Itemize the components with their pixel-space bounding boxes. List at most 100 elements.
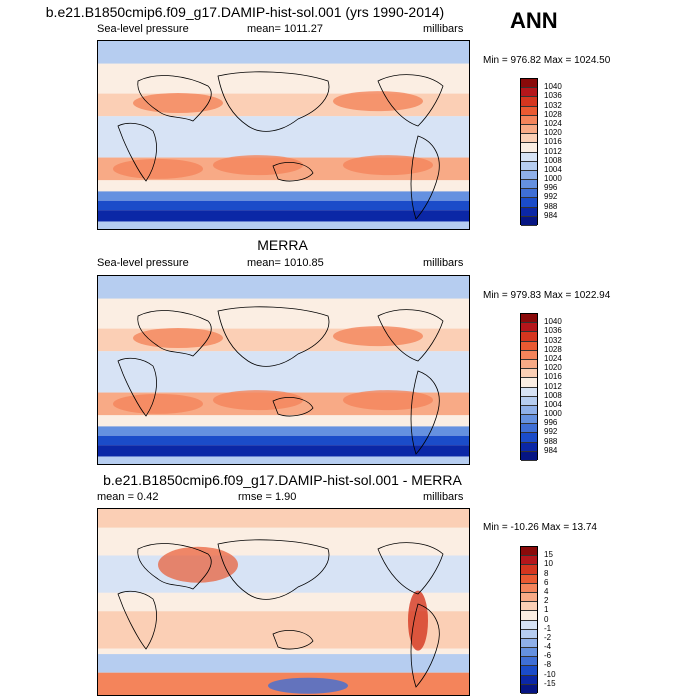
panel-3-minmax: Min = -10.26 Max = 13.74 [483,522,597,533]
colorbar-box [521,314,537,324]
colorbar-level-label: 1040 [544,82,562,92]
colorbar-box [521,152,537,162]
colorbar-box [521,556,537,566]
colorbar-level-label: 996 [544,183,558,193]
map-field [98,41,469,229]
panel-3-units-label: millibars [423,491,464,503]
map-field [98,509,469,695]
colorbar-level-label: -15 [544,678,556,688]
colorbar-level-label: -4 [544,642,552,652]
panel-2-units-label: millibars [423,257,464,269]
colorbar-level-label: 988 [544,436,558,446]
colorbar-level-label: 1040 [544,317,562,327]
colorbar-box [521,189,537,199]
panel-3-map [97,508,470,696]
colorbar-level-label: 1000 [544,174,562,184]
colorbar-box [521,180,537,190]
season-label: ANN [510,8,558,33]
colorbar-level-label: 8 [544,568,549,578]
colorbar-level-label: 984 [544,210,558,220]
map-field [98,276,469,464]
panel-2-mean-label: mean= 1010.85 [247,257,324,269]
colorbar-box [521,583,537,593]
panel-1-title: b.e21.B1850cmip6.f09_g17.DAMIP-hist-sol.… [45,4,445,20]
colorbar-level-label: 1020 [544,363,562,373]
colorbar-box [521,323,537,333]
colorbar-box [521,574,537,584]
colorbar-level-label: 1004 [544,399,562,409]
colorbar-box [521,143,537,153]
panel-3-rmse-label: rmse = 1.90 [238,491,297,503]
colorbar-box [521,161,537,171]
colorbar-box [521,79,537,89]
colorbar-box [521,684,537,694]
colorbar-level-label: -10 [544,669,556,679]
colorbar-box [521,433,537,443]
panel-1-units-label: millibars [423,23,464,35]
colorbar-level-label: 1024 [544,353,562,363]
colorbar-box [521,657,537,667]
colorbar-level-label: 1016 [544,372,562,382]
colorbar-level-label: -2 [544,632,552,642]
colorbar-level-label: 4 [544,586,549,596]
colorbar-level-label: 10 [544,559,553,569]
colorbar-box [521,207,537,217]
colorbar-box [521,387,537,397]
colorbar-level-label: 1032 [544,100,562,110]
colorbar-box [521,396,537,406]
colorbar-level-label: 1024 [544,118,562,128]
panel-1-colorbar [520,78,538,226]
colorbar-box [521,332,537,342]
colorbar-level-label: 996 [544,418,558,428]
colorbar-level-label: 984 [544,445,558,455]
colorbar-level-label: 988 [544,201,558,211]
colorbar-box [521,547,537,557]
colorbar-box [521,350,537,360]
panel-3-mean-label: mean = 0.42 [97,491,159,503]
colorbar-box [521,648,537,658]
colorbar-box [521,359,537,370]
colorbar-box [521,592,537,603]
panel-1-mean-label: mean= 1011.27 [247,23,323,35]
colorbar-level-label: 0 [544,614,549,624]
colorbar-box [521,415,537,425]
colorbar-box [521,115,537,125]
colorbar-box [521,675,537,685]
colorbar-level-label: 1008 [544,155,562,165]
colorbar-level-label: -1 [544,623,552,633]
colorbar-level-label: 1028 [544,344,562,354]
colorbar-level-label: 992 [544,427,558,437]
panel-1-variable-label: Sea-level pressure [97,23,189,35]
colorbar-box [521,620,537,630]
panel-1-map [97,40,470,230]
colorbar-box [521,341,537,351]
colorbar-level-label: 1012 [544,381,562,391]
colorbar-box [521,629,537,639]
colorbar-level-label: 1036 [544,326,562,336]
colorbar-level-label: 1020 [544,128,562,138]
colorbar-box [521,198,537,208]
colorbar-box [521,405,537,416]
panel-1-minmax: Min = 976.82 Max = 1024.50 [483,55,611,66]
panel-2-title: MERRA [257,237,308,253]
panel-2-variable-label: Sea-level pressure [97,257,189,269]
panel-2-minmax: Min = 979.83 Max = 1022.94 [483,290,611,301]
panel-3-colorbar [520,546,538,694]
colorbar-level-label: -6 [544,651,552,661]
colorbar-box [521,378,537,388]
colorbar-level-label: 1012 [544,146,562,156]
colorbar-box [521,106,537,116]
colorbar-level-label: 15 [544,550,553,560]
colorbar-box [521,602,537,612]
colorbar-level-label: 1008 [544,390,562,400]
colorbar-level-label: 1028 [544,109,562,119]
colorbar-level-label: 992 [544,192,558,202]
colorbar-box [521,216,537,226]
panel-2-colorbar [520,313,538,461]
colorbar-level-label: 1004 [544,164,562,174]
colorbar-box [521,369,537,379]
colorbar-box [521,170,537,181]
colorbar-box [521,611,537,621]
colorbar-level-label: 1 [544,605,549,615]
colorbar-box [521,638,537,649]
